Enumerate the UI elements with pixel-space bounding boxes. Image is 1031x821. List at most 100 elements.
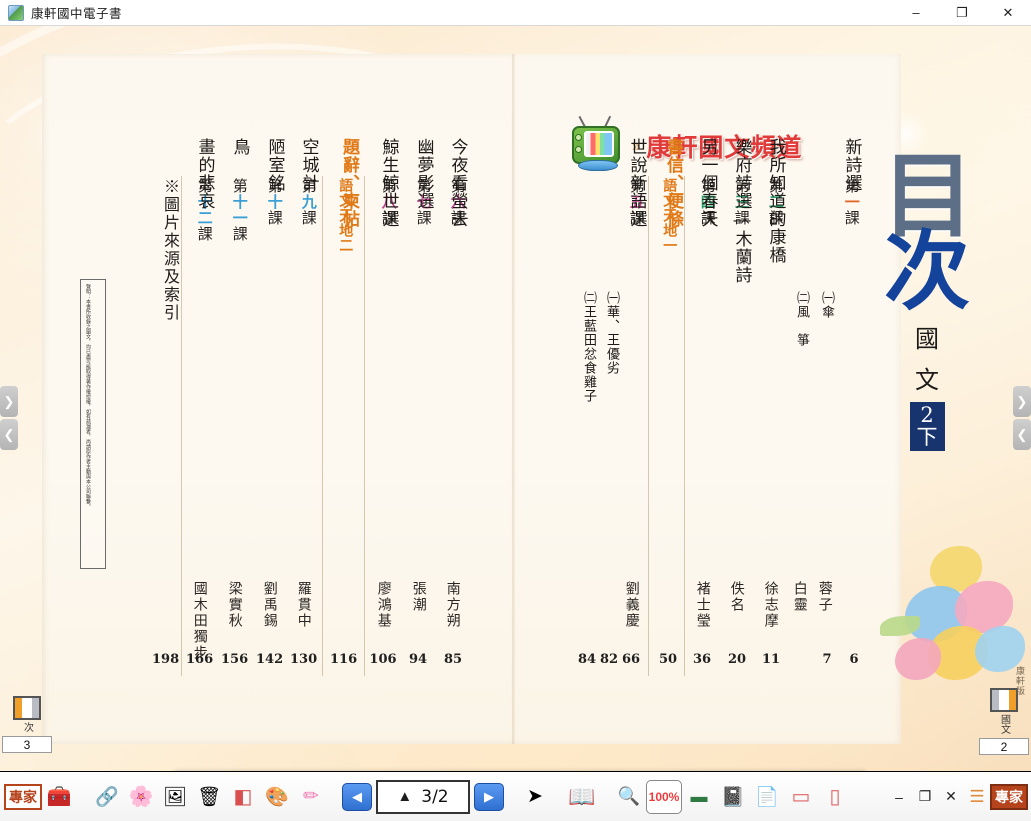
toolbar-minimize-button[interactable]: –	[895, 788, 903, 805]
lesson-head: 第二課	[766, 178, 785, 226]
volume-badge: 2 下	[909, 401, 945, 451]
toc-entry-lesson-4[interactable]: 第四課	[696, 178, 718, 226]
minimize-button[interactable]: –	[912, 5, 920, 20]
book-spread-icon[interactable]: 📖	[568, 783, 596, 809]
masthead: 目 次 國 文 2 下	[867, 150, 987, 451]
expert-mode-button-left[interactable]: 專家	[4, 783, 42, 810]
toc-entry-section-2[interactable]: 語文天地二	[337, 178, 355, 253]
toc-page-lesson-2: 11	[761, 652, 781, 667]
decorative-flower	[975, 626, 1025, 672]
pages-icon[interactable]: 📄	[755, 786, 779, 808]
toc-title-lesson-8[interactable]: 鯨生鯨世選	[379, 138, 399, 228]
corner-right[interactable]: 國文 2	[979, 688, 1029, 755]
toc-author-lesson-1-1: 蓉子	[817, 581, 834, 613]
whiteboard-icon[interactable]: 🖼	[162, 786, 188, 808]
toc-entry-section-1[interactable]: 語文天地一	[661, 178, 679, 253]
toc-title-lesson-7[interactable]: 幽夢影選	[414, 138, 434, 210]
toc-entry-lesson-2[interactable]: 第二課	[764, 178, 786, 226]
toc-page-lesson-6: 85	[443, 652, 463, 667]
toc-entry-lesson-3[interactable]: 第三課	[730, 178, 752, 226]
toc-title-section-1[interactable]: 書信、便條	[664, 138, 683, 228]
toolbox-icon[interactable]: 🧰	[46, 786, 72, 808]
toc-title-section-2[interactable]: 題辭、柬帖	[340, 138, 359, 228]
chevron-left-icon[interactable]: ❮	[0, 419, 18, 450]
toc-entry-lesson-6[interactable]: 第六課	[446, 178, 468, 226]
toc-entry-lesson-7[interactable]: 第七課	[412, 178, 434, 226]
zoom-level-button[interactable]: 100%	[646, 779, 682, 814]
toc-entry-lesson-12[interactable]: 第十二課	[193, 178, 215, 242]
highlighter-icon[interactable]: ✏	[303, 786, 319, 807]
zoom-select-icon[interactable]: 🔍	[617, 786, 641, 806]
lesson-head: 第六課	[448, 178, 467, 226]
copyright-notice-text: 聲明：本書所收錄之圖文，均已盡可能取得著作權授權，如有疏漏者，尚請原作者主動與本…	[85, 284, 91, 509]
toc-page-lesson-11: 156	[221, 652, 249, 667]
chevron-left-icon[interactable]: ❮	[1013, 419, 1031, 450]
lesson-head: 第四課	[698, 178, 717, 226]
pointer-icon[interactable]: ➤	[527, 786, 543, 807]
copyright-notice: 聲明：本書所收錄之圖文，均已盡可能取得著作權授權，如有疏漏者，尚請原作者主動與本…	[80, 279, 106, 569]
column-divider	[684, 176, 685, 676]
toc-entry-lesson-5[interactable]: 第五課	[625, 178, 647, 226]
blackboard-icon[interactable]: ▬	[690, 786, 708, 806]
link-icon[interactable]: 🔗	[95, 786, 119, 808]
list-icon[interactable]: ☰	[969, 786, 985, 806]
toc-title-lesson-9[interactable]: 空城計	[299, 138, 319, 192]
page-indicator-value: 3/2	[421, 786, 449, 807]
toc-subitem-lesson-5-2[interactable]: ㈡王藍田忿食雞子	[582, 291, 597, 403]
chevron-right-icon[interactable]: ❯	[1013, 386, 1031, 417]
toc-title-lesson-11[interactable]: 鳥	[230, 138, 250, 156]
page-thumbnail-icon[interactable]	[13, 696, 41, 720]
decorative-leaf	[880, 616, 920, 636]
channel-title: 康軒國文頻道	[646, 133, 803, 162]
expert-mode-button-right[interactable]: 專家	[990, 783, 1028, 810]
color-wheel-icon[interactable]: 🌸	[128, 786, 154, 808]
toc-page-section-2: 116	[330, 652, 358, 667]
trash-icon[interactable]: 🗑	[196, 786, 222, 808]
toc-subitem-lesson-1-2[interactable]: ㈡風 箏	[795, 291, 810, 347]
sidenav-right[interactable]: ❯ ❮	[1013, 386, 1031, 450]
toc-index-label[interactable]: ※圖片來源及索引	[161, 178, 180, 322]
toc-page-lesson-4: 36	[692, 652, 712, 667]
window-controls: – ❐ ✕	[893, 0, 1031, 26]
toc-title-lesson-3[interactable]: 樂府詩選—木蘭詩	[732, 138, 752, 284]
toc-page-lesson-5-sub1: 82	[599, 652, 619, 667]
toc-subitem-lesson-1-1[interactable]: ㈠傘	[820, 291, 835, 319]
single-page-icon[interactable]: ▯	[829, 786, 841, 808]
toc-entry-lesson-8[interactable]: 第八課	[377, 178, 399, 226]
sidenav-left[interactable]: ❯ ❮	[0, 386, 18, 450]
toc-title-lesson-10[interactable]: 陋室銘	[265, 138, 285, 192]
page-thumbnail-icon[interactable]	[990, 688, 1018, 712]
notebook-icon[interactable]: 📓	[721, 786, 745, 808]
toc-subitem-lesson-5-1[interactable]: ㈠華、王優劣	[605, 291, 620, 375]
toolbar-close-button[interactable]: ✕	[945, 788, 957, 804]
toc-author-lesson-7: 張潮	[411, 581, 428, 613]
next-page-button[interactable]: ▶	[474, 782, 504, 811]
prev-page-button[interactable]: ◀	[342, 782, 372, 811]
toc-entry-lesson-9[interactable]: 第九課	[297, 178, 319, 226]
page-up-triangle-icon[interactable]: ▲	[397, 788, 413, 805]
palette-icon[interactable]: 🎨	[265, 786, 289, 808]
toc-entry-lesson-1[interactable]: 第一課	[840, 178, 862, 226]
decorative-flower	[955, 581, 1013, 633]
toc-title-lesson-6[interactable]: 今夜看螢去	[448, 138, 468, 228]
toc-title-lesson-5[interactable]: 世說新語選	[627, 138, 647, 228]
toc-title-lesson-1[interactable]: 新詩選	[842, 138, 862, 192]
corner-left[interactable]: 次 3	[2, 696, 52, 753]
toc-title-lesson-4[interactable]: 另一個春天	[698, 138, 718, 228]
toc-author-lesson-10: 劉禹錫	[262, 581, 279, 629]
toc-entry-lesson-10[interactable]: 第十課	[263, 178, 285, 226]
page-indicator[interactable]: ▲ 3/2	[376, 779, 470, 814]
toc-title-lesson-12[interactable]: 畫的悲哀	[195, 138, 215, 210]
corner-left-label: 次	[21, 722, 33, 732]
maximize-button[interactable]: ❐	[956, 4, 968, 20]
eraser-icon[interactable]: ◧	[233, 786, 253, 808]
chevron-right-icon[interactable]: ❯	[0, 386, 18, 417]
toolbar-restore-button[interactable]: ❐	[918, 788, 932, 804]
close-button[interactable]: ✕	[1002, 4, 1014, 20]
toc-page-lesson-7: 94	[408, 652, 428, 667]
edition-tab: 康軒版	[1015, 666, 1025, 696]
two-page-icon[interactable]: ▭	[791, 786, 811, 808]
toc-title-lesson-2[interactable]: 我所知道的康橋	[766, 138, 786, 264]
lesson-head: 第一課	[842, 178, 861, 226]
toc-entry-lesson-11[interactable]: 第十一課	[228, 178, 250, 242]
